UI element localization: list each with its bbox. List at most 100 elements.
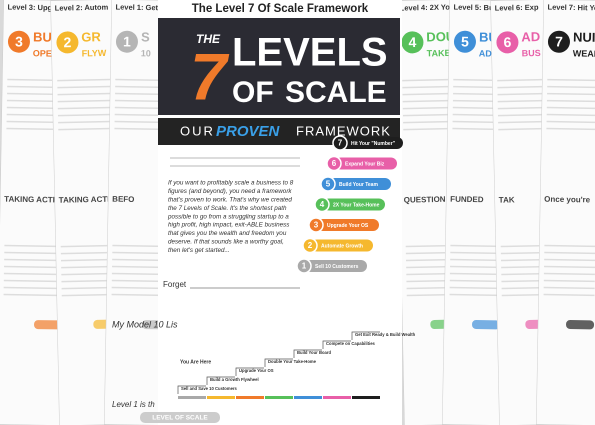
ladder-step (293, 349, 322, 358)
filler-line (4, 258, 64, 262)
filler-line (450, 244, 502, 248)
filler-line (449, 279, 501, 283)
logo-the: THE (196, 32, 221, 46)
level-word: S (141, 29, 150, 44)
step-number: 2 (308, 241, 313, 250)
ladder-segment (294, 396, 322, 399)
filler-line (497, 106, 549, 110)
ladder-label: Compete on Capabilities (326, 341, 376, 346)
step-badge (302, 237, 318, 254)
page-title: Level 3: Upgrade (7, 2, 68, 12)
filler-line (450, 265, 502, 269)
filler-line (4, 265, 64, 269)
step-number: 3 (314, 221, 319, 230)
filler-line (402, 92, 454, 96)
filler-line (3, 286, 63, 290)
intro-line: that gives you the wealth and freedom yo… (168, 230, 287, 237)
ladder-label: Double Your Take-Home (268, 359, 317, 364)
filler-line (497, 113, 549, 117)
section-head: TAK (499, 195, 515, 204)
level-sub: WEALT (573, 48, 595, 59)
ladder-segment (236, 396, 264, 399)
intro-line: that's proven to work. That's why we cre… (168, 196, 292, 203)
filler-line (546, 120, 595, 124)
ladder-label: Build a Growth Flywheel (210, 377, 259, 382)
step-number: 5 (326, 180, 331, 189)
level-number: 6 (503, 34, 511, 50)
filler-line (450, 251, 502, 255)
filler-line (403, 120, 455, 124)
filler-line (57, 106, 117, 110)
step-badge (308, 217, 324, 233)
ladder-step (322, 340, 351, 349)
level-word: NUI (573, 29, 595, 44)
ladder-label: Sell and Save 10 Customers (181, 386, 238, 391)
ladder-segment (265, 396, 293, 399)
filler-line (3, 293, 63, 297)
note-level1: Level 1 is th (112, 400, 155, 409)
filler-line (498, 120, 550, 124)
intro-line: figures (and beyond), you need a framewo… (168, 188, 292, 195)
filler-line (4, 244, 64, 248)
filler-line (543, 272, 595, 276)
level-sub: FLYW (82, 48, 107, 59)
level-badge (453, 30, 476, 53)
ladder-step (177, 385, 206, 394)
filler-line (497, 85, 549, 89)
step-label: Build Your Team (339, 182, 378, 188)
filler-line (403, 127, 455, 131)
step-badge (332, 135, 348, 151)
filler-line (3, 279, 63, 283)
level-number: 3 (15, 33, 23, 49)
filler-line (547, 92, 595, 96)
ladder-segment (178, 396, 206, 399)
filler-line (402, 113, 454, 117)
filler-line (449, 272, 501, 276)
footer-pill (140, 412, 220, 423)
ladder-step (235, 367, 264, 376)
filler-line (402, 99, 454, 103)
section-head: FUNDED (450, 195, 484, 205)
filler-line (544, 258, 595, 262)
step-pill (329, 178, 391, 190)
filler-line (543, 293, 595, 297)
filler-line (546, 106, 595, 110)
ladder-label: Build Your Board (297, 350, 331, 355)
step-badge (296, 258, 312, 274)
level-number: 4 (408, 34, 416, 50)
level-badge (401, 31, 424, 54)
ladder-label: Upgrade Your OS (239, 368, 274, 373)
filler-line (449, 286, 501, 290)
filler-line (4, 251, 64, 255)
banner-framework: FRAMEWORK (296, 123, 391, 138)
filler-line (497, 99, 549, 103)
filler-line (57, 78, 117, 82)
level-number: 1 (123, 33, 131, 49)
section-head: QUESTION (404, 195, 446, 205)
worksheet-page: Level 7: Hit Your "N 7 NUI WEALT Once you're (536, 0, 595, 425)
level-tag (34, 320, 63, 330)
ladder-segment (323, 396, 351, 399)
level-sub: OPERA (33, 48, 66, 59)
filler-line (3, 272, 63, 276)
logo-scale: SCALE (285, 76, 387, 109)
ladder-segment (352, 396, 380, 399)
step-pill (311, 239, 373, 252)
step-pill (335, 157, 397, 170)
page-title: Level 6: Exp (495, 3, 539, 13)
step-label: Hit Your "Number" (351, 141, 396, 147)
intro-line: then let's get started... (168, 247, 230, 254)
logo-box (158, 18, 400, 115)
filler-line (544, 265, 595, 269)
level-sub: TAKE-H (427, 48, 461, 59)
level-badge (56, 31, 79, 54)
step-number: 6 (332, 159, 337, 168)
level-badge (547, 30, 570, 53)
filler-line (449, 293, 501, 297)
step-badge (326, 155, 342, 172)
ladder-segment (207, 396, 235, 399)
filler-line (58, 120, 118, 124)
filler-line (544, 244, 595, 248)
filler-line (57, 92, 117, 96)
logo-of: OF (232, 76, 274, 109)
